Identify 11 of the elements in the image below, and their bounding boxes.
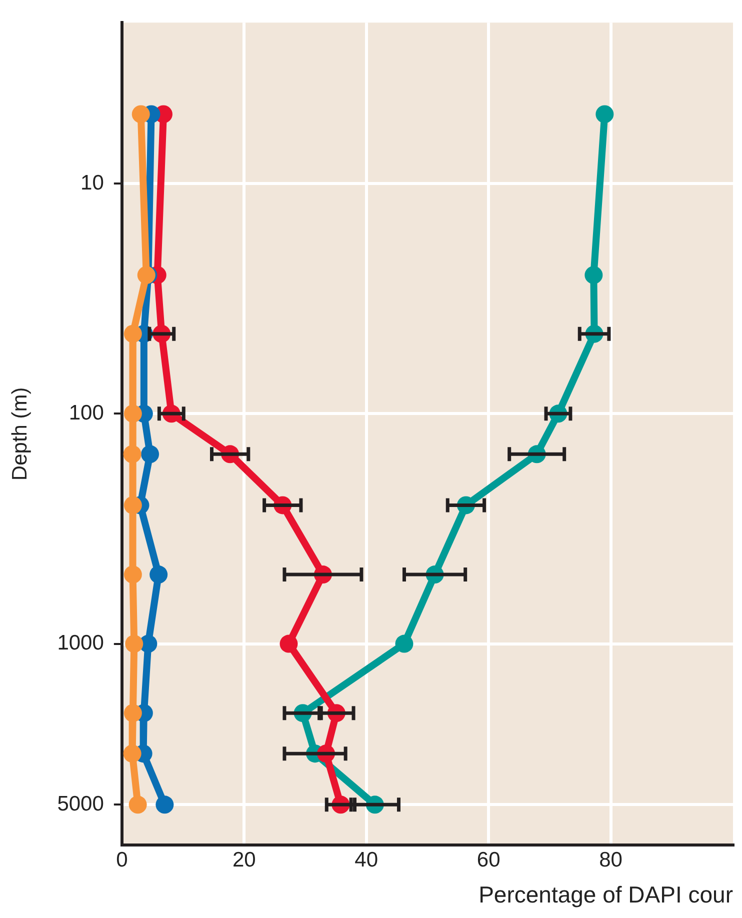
x-tick-label: 80 xyxy=(599,848,622,872)
x-tick-label: 0 xyxy=(116,848,128,872)
y-tick-label: 100 xyxy=(68,401,104,424)
x-tick-label: 60 xyxy=(476,848,500,872)
y-tick-label: 5000 xyxy=(57,792,104,816)
y-tick-label: 1000 xyxy=(57,632,104,655)
y-tick-label: 10 xyxy=(80,171,104,194)
x-tick-label: 40 xyxy=(354,848,378,872)
x-axis-title: Percentage of DAPI cour xyxy=(478,882,734,908)
y-axis-title: Depth (m) xyxy=(8,387,32,481)
x-tick-label: 20 xyxy=(232,848,256,872)
